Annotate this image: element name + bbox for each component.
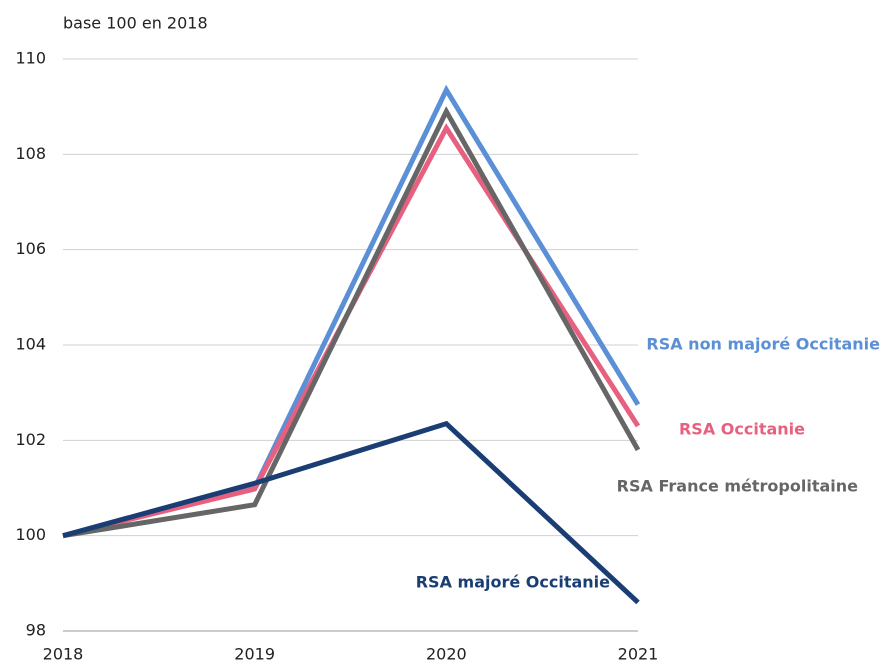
series-label: RSA majoré Occitanie [416,573,610,592]
y-tick-label: 102 [15,430,46,449]
x-tick-label: 2018 [43,645,84,664]
x-tick-label: 2021 [618,645,659,664]
y-tick-label: 108 [15,144,46,163]
series-label: RSA Occitanie [679,420,805,439]
series-line [62,123,641,539]
x-tick-label: 2020 [426,645,467,664]
series-label: RSA France métropolitaine [617,477,858,496]
y-tick-label: 100 [15,525,46,544]
series-line [62,106,641,539]
series-line [62,420,640,605]
x-tick-label: 2019 [234,645,275,664]
y-tick-label: 104 [15,335,46,354]
chart-subtitle: base 100 en 2018 [63,14,208,33]
series-label: RSA non majoré Occitanie [646,335,880,354]
y-tick-label: 98 [26,621,46,640]
y-tick-label: 106 [15,239,46,258]
y-tick-label: 110 [15,49,46,68]
